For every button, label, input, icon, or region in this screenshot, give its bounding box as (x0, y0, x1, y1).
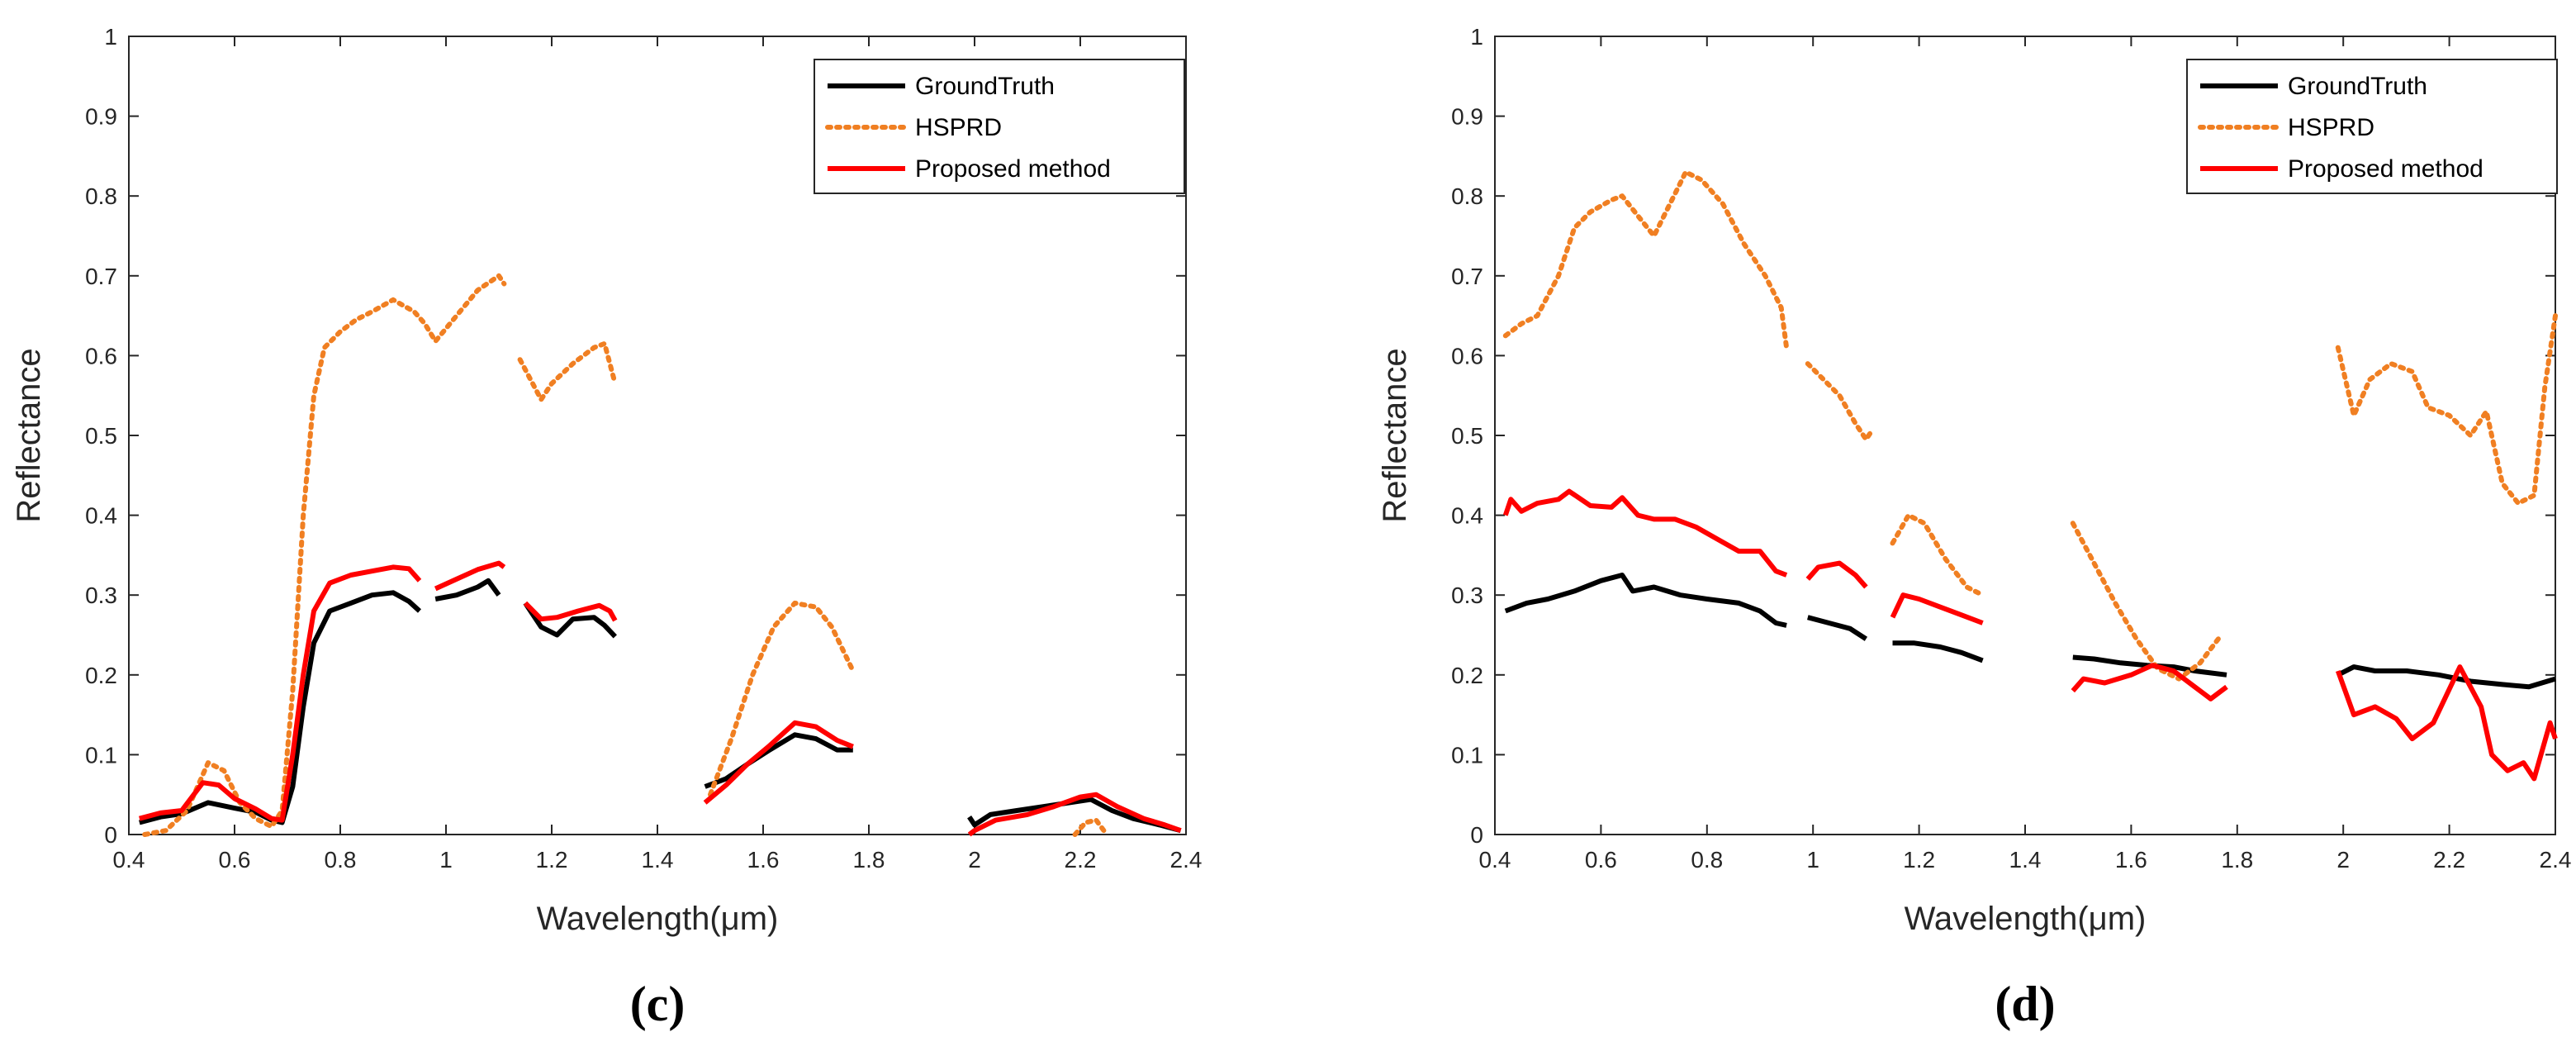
y-tick-label: 0.8 (1451, 183, 1483, 209)
series-line-hsprd-segment-0 (1502, 169, 1790, 350)
series-line-groundtruth-segment-2 (523, 602, 617, 639)
y-tick-label: 0.1 (85, 742, 117, 768)
legend-label: HSPRD (915, 114, 1002, 141)
series-line-proposed-method-segment-0 (139, 564, 422, 823)
x-axis-label: Wavelength(μm) (537, 901, 779, 937)
x-tick-label: 1.4 (642, 847, 674, 873)
x-tick-label: 1 (439, 847, 453, 873)
x-tick-label: 1.8 (853, 847, 885, 873)
x-tick-label: 1.6 (2115, 847, 2147, 873)
series-line-proposed-method-segment-1 (434, 560, 506, 592)
legend-label: Proposed method (915, 155, 1111, 183)
x-tick-label: 1.8 (2221, 847, 2253, 873)
x-tick-label: 2.2 (1065, 847, 1097, 873)
legend-label: GroundTruth (2288, 73, 2427, 100)
series-line-hsprd-segment-3 (2070, 521, 2224, 682)
y-tick-label: 1 (104, 24, 117, 50)
series-line-proposed-method-segment-1 (1805, 560, 1868, 589)
panel-label: (d) (1995, 977, 2055, 1031)
series-line-proposed-method-segment-3 (2071, 663, 2228, 701)
x-tick-label: 0.8 (1691, 847, 1723, 873)
legend-label: GroundTruth (915, 73, 1055, 100)
y-tick-label: 0.1 (1451, 742, 1483, 768)
x-axis-label: Wavelength(μm) (1905, 901, 2147, 937)
x-tick-label: 0.8 (325, 847, 357, 873)
series-line-groundtruth-segment-0 (1504, 573, 1787, 628)
y-tick-label: 0 (1470, 822, 1483, 848)
series-line-groundtruth-segment-2 (1892, 640, 1984, 663)
chart-d: 0.4 0.6 0.8 1 1.2 1.4 1.6 1.8 2 2.2 2.4 0 0.1 0.2 0.3 0… (1377, 24, 2571, 1031)
x-tick-label: 1.2 (1903, 847, 1935, 873)
series-line-proposed-method-segment-3 (703, 720, 854, 805)
series-line-groundtruth-segment-1 (1807, 615, 1868, 641)
y-tick-label: 0.8 (85, 183, 117, 209)
y-tick-label: 0 (104, 822, 117, 848)
series-line-groundtruth-segment-0 (139, 590, 422, 825)
series-line-hsprd-segment-1 (1805, 361, 1874, 442)
series-line-hsprd-segment-4 (2335, 313, 2558, 506)
y-tick-label: 0.4 (85, 503, 117, 529)
x-tick-label: 1.6 (747, 847, 780, 873)
y-tick-label: 0.9 (1451, 104, 1483, 130)
legend: GroundTruth HSPRD Proposed method (814, 59, 1185, 194)
series-line-hsprd-segment-1 (517, 340, 618, 402)
series-line-hsprd-segment-2 (1890, 512, 1985, 598)
series-line-proposed-method-segment-4 (2335, 664, 2558, 782)
series-line-groundtruth-segment-4 (2336, 664, 2556, 690)
y-tick-label: 0.2 (1451, 663, 1483, 688)
x-tick-label: 2.2 (2433, 847, 2465, 873)
x-tick-label: 0.4 (113, 847, 145, 873)
x-tick-label: 1.2 (536, 847, 568, 873)
x-tick-label: 0.4 (1479, 847, 1511, 873)
legend-label: Proposed method (2288, 155, 2483, 183)
series-line-groundtruth-segment-1 (434, 578, 501, 602)
series-line-proposed-method-segment-2 (523, 601, 618, 622)
x-tick-label: 0.6 (219, 847, 251, 873)
y-tick-label: 0.6 (85, 343, 117, 369)
y-axis-label: Reflectance (11, 348, 47, 522)
legend: GroundTruth HSPRD Proposed method (2186, 59, 2558, 194)
x-tick-label: 1 (1806, 847, 1819, 873)
series-line-hsprd-segment-2 (708, 600, 856, 797)
series-line-proposed-method-segment-0 (1502, 488, 1788, 578)
y-tick-label: 1 (1470, 24, 1483, 50)
series-line-hsprd-segment-3 (1072, 817, 1109, 837)
y-tick-label: 0.9 (85, 104, 117, 130)
y-tick-label: 0.5 (1451, 423, 1483, 449)
series-line-proposed-method-segment-4 (967, 792, 1182, 837)
x-tick-label: 0.6 (1585, 847, 1617, 873)
x-tick-label: 2.4 (2540, 847, 2572, 873)
x-tick-label: 2 (968, 847, 981, 873)
y-tick-label: 0.6 (1451, 343, 1483, 369)
y-tick-label: 0.5 (85, 423, 117, 449)
series-line-groundtruth-segment-4 (967, 797, 1182, 834)
y-tick-label: 0.3 (85, 583, 117, 608)
chart-c: 0.4 0.6 0.8 1 1.2 1.4 1.6 1.8 2 2.2 2.4 0 0.1 0.2 0.3 0… (11, 24, 1202, 1031)
y-tick-label: 0.7 (1451, 264, 1483, 289)
y-tick-label: 0.3 (1451, 583, 1483, 608)
x-tick-label: 2 (2336, 847, 2350, 873)
series-line-proposed-method-segment-2 (1890, 592, 1984, 625)
x-tick-label: 1.4 (2009, 847, 2042, 873)
legend-label: HSPRD (2288, 114, 2374, 141)
y-axis-label: Reflectance (1377, 348, 1413, 522)
y-tick-label: 0.4 (1451, 503, 1483, 529)
y-tick-label: 0.7 (85, 264, 117, 289)
y-tick-label: 0.2 (85, 663, 117, 688)
panel-label: (c) (630, 977, 686, 1031)
x-tick-label: 2.4 (1170, 847, 1203, 873)
series-line-groundtruth-segment-3 (704, 732, 853, 789)
series-line-hsprd-segment-0 (142, 273, 507, 837)
